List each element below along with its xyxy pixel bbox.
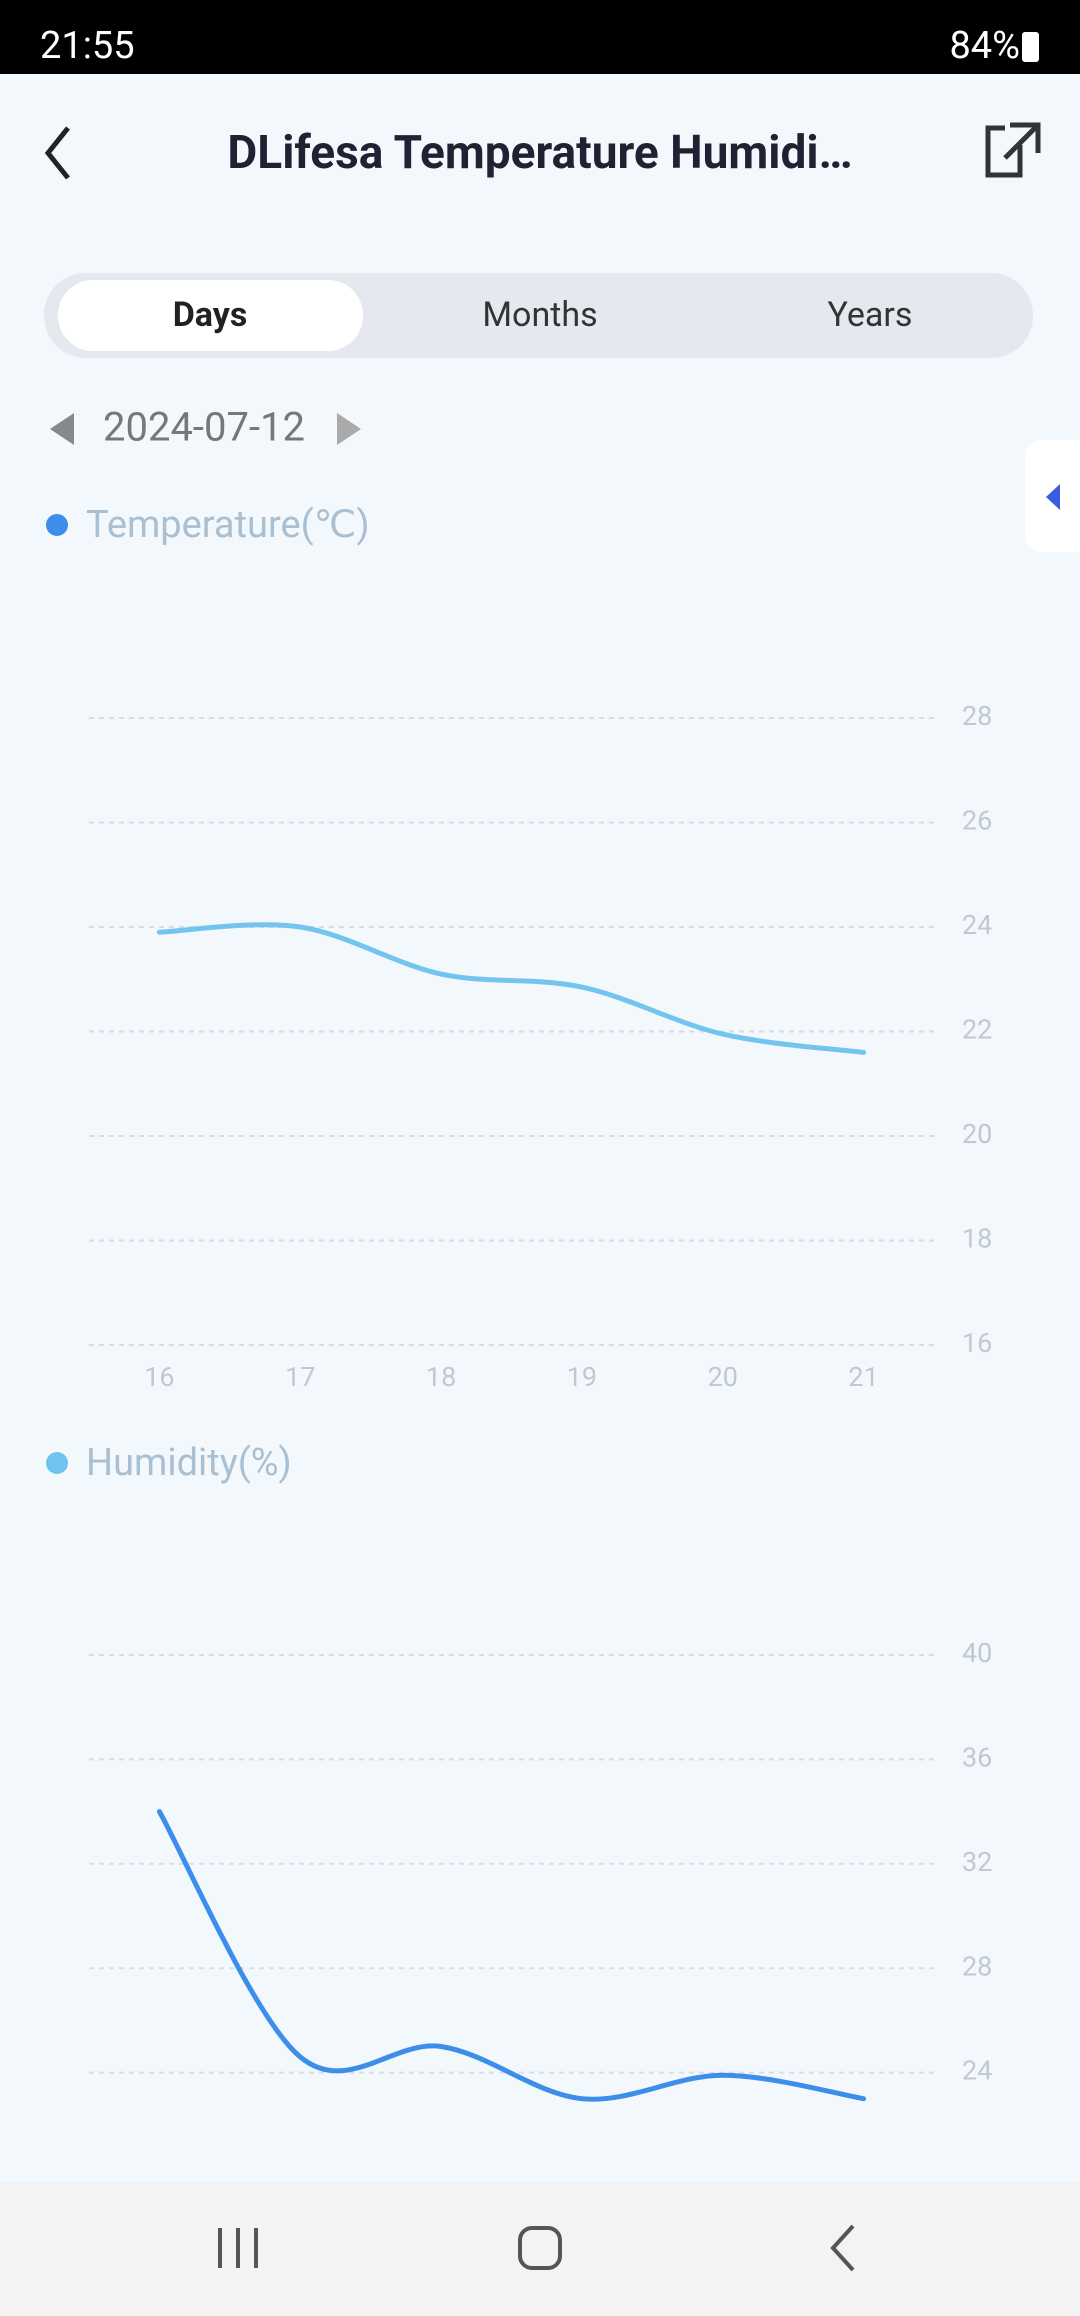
tab[interactable]: Days xyxy=(173,295,248,335)
share-button[interactable] xyxy=(985,122,1041,178)
tab[interactable]: Months xyxy=(482,295,597,335)
legend-marker xyxy=(46,514,68,536)
tab-selected xyxy=(58,280,363,351)
x-tick-label: 21 xyxy=(848,1361,878,1393)
date-label: 2024-07-12 xyxy=(103,404,305,451)
back-button[interactable] xyxy=(44,126,70,180)
next-date[interactable] xyxy=(337,413,361,445)
x-tick-label: 20 xyxy=(708,1361,738,1393)
nav-back[interactable] xyxy=(830,2224,855,2272)
prev-date[interactable] xyxy=(50,413,74,445)
x-tick-label: 18 xyxy=(426,1361,456,1393)
y-tick-label: 28 xyxy=(962,1950,992,1982)
x-tick-label: 19 xyxy=(567,1361,597,1393)
status-bar xyxy=(0,0,1080,74)
y-tick-label: 24 xyxy=(962,2055,992,2087)
nav-bar xyxy=(0,2182,1080,2316)
y-tick-label: 36 xyxy=(962,1742,992,1774)
data-line xyxy=(156,922,867,1055)
nav-home[interactable] xyxy=(518,2226,562,2270)
y-tick-label: 22 xyxy=(962,1014,992,1046)
x-tick-label: 17 xyxy=(285,1361,315,1393)
y-tick-label: 40 xyxy=(962,1637,992,1669)
x-tick-label: 16 xyxy=(144,1361,174,1393)
y-tick-label: 32 xyxy=(962,1846,992,1878)
legend-label: Temperature(℃) xyxy=(86,503,370,547)
legend-label: Humidity(%) xyxy=(86,1441,292,1485)
y-tick-label: 18 xyxy=(962,1223,992,1255)
status-time: 21:55 xyxy=(40,24,135,68)
battery-icon xyxy=(1022,32,1039,62)
side-tab-arrow xyxy=(1046,484,1060,510)
nav-recents[interactable] xyxy=(218,2228,258,2268)
y-tick-label: 16 xyxy=(962,1327,992,1359)
y-tick-label: 28 xyxy=(962,700,992,732)
page-title: DLifesa Temperature Humidi… xyxy=(227,126,852,180)
data-line xyxy=(156,1809,867,2102)
tab[interactable]: Years xyxy=(828,295,913,335)
y-tick-label: 20 xyxy=(962,1118,992,1150)
y-tick-label: 26 xyxy=(962,805,992,837)
y-tick-label: 24 xyxy=(962,909,992,941)
status-battery: 84% xyxy=(949,24,1020,68)
legend-marker xyxy=(46,1452,68,1474)
